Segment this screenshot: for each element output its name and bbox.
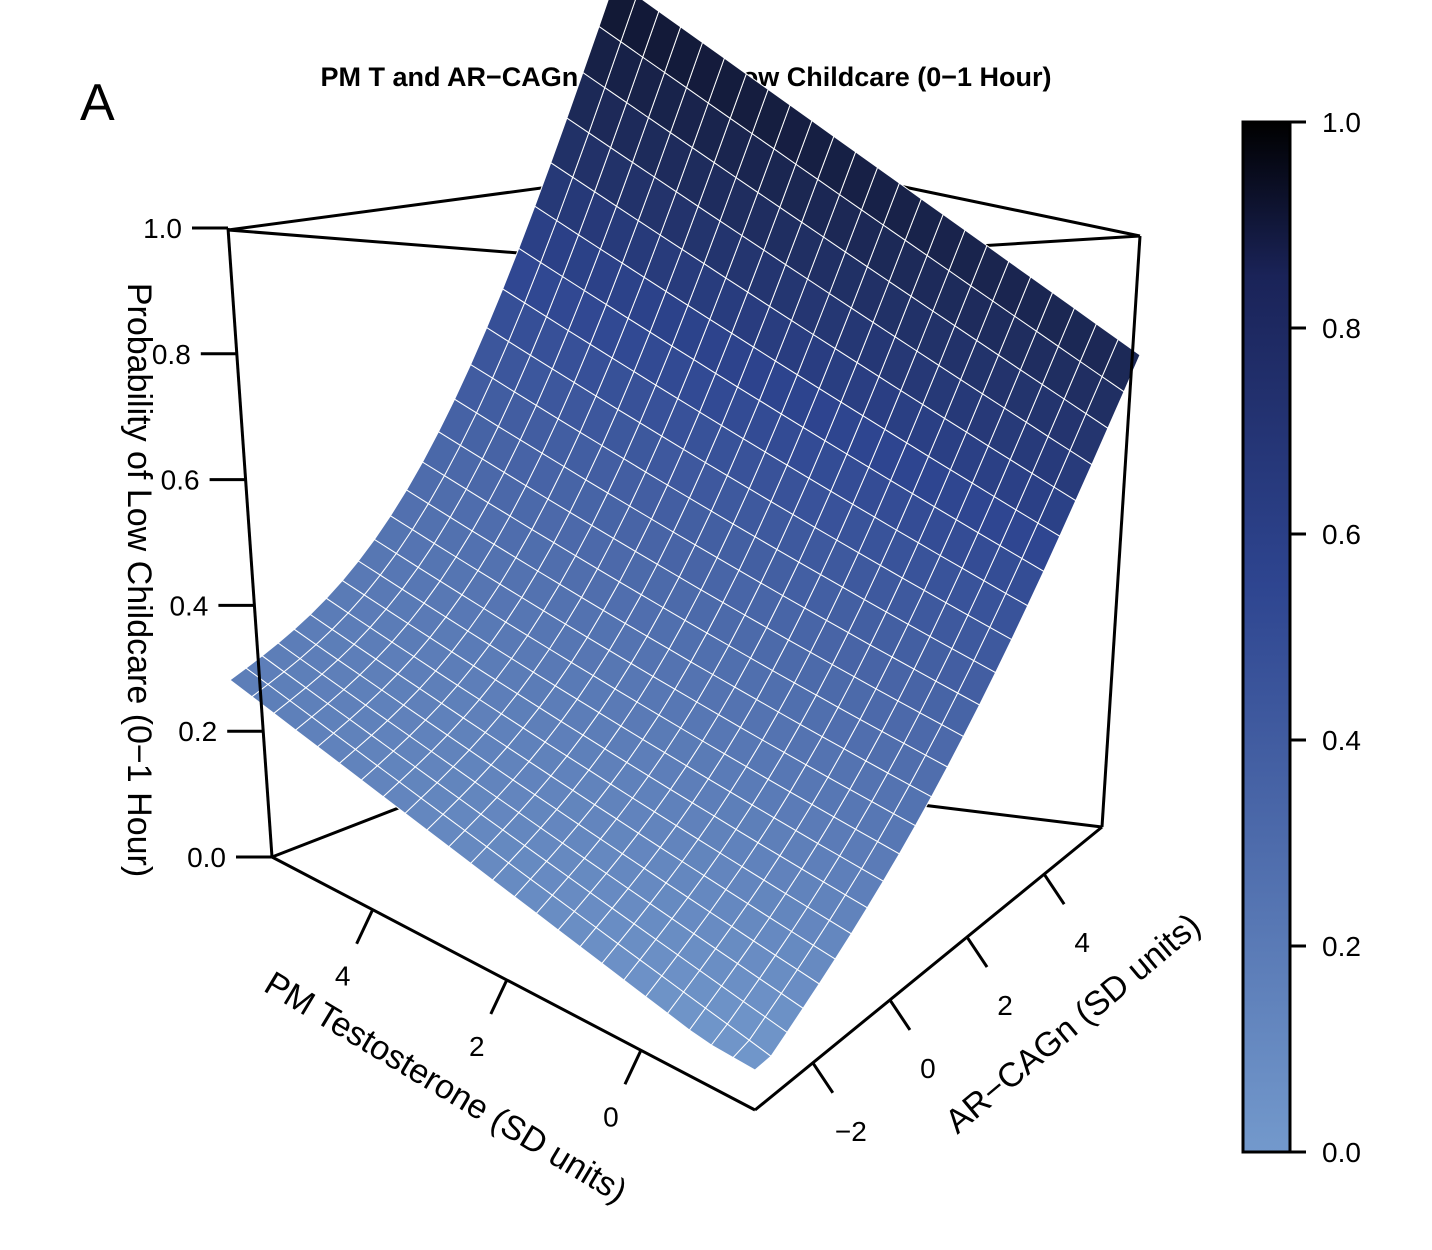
x-tick-label: 2 xyxy=(469,1031,485,1062)
x-tick-label: 0 xyxy=(603,1101,619,1132)
y-tick-label: 4 xyxy=(1074,927,1090,958)
z-tick-label: 0.6 xyxy=(161,465,200,496)
surface-cell xyxy=(598,0,636,43)
colorbar-ticks: 0.0 0.2 0.4 0.6 0.8 1.0 xyxy=(1290,107,1361,1168)
y-axis: −2 0 2 4 xyxy=(811,873,1090,1147)
x-tick-mark xyxy=(623,1049,643,1085)
x-tick-mark xyxy=(489,979,509,1015)
z-tick-label: 0.2 xyxy=(178,716,217,747)
x-axis: 0 2 4 xyxy=(335,909,643,1132)
y-tick-mark xyxy=(965,936,989,968)
y-tick-mark xyxy=(888,999,912,1031)
z-tick-label: 0.8 xyxy=(152,339,191,370)
x-tick-mark xyxy=(355,909,374,945)
box-left-vertical xyxy=(226,227,274,858)
x-axis-label: PM Testosterone (SD units) xyxy=(258,964,633,1210)
colorbar-tick-label: 1.0 xyxy=(1322,107,1361,138)
box-right-vertical xyxy=(1100,235,1142,828)
colorbar-tick-label: 0.2 xyxy=(1322,931,1361,962)
z-axis: 0.0 0.2 0.4 0.6 0.8 1.0 xyxy=(143,213,272,873)
colorbar: 0.0 0.2 0.4 0.6 0.8 1.0 xyxy=(1241,107,1361,1168)
z-axis-label: Probability of Low Childcare (0−1 Hour) xyxy=(120,283,158,877)
colorbar-tick-label: 0.6 xyxy=(1322,519,1361,550)
y-tick-label: −2 xyxy=(835,1116,867,1147)
colorbar-tick-label: 0.4 xyxy=(1322,725,1361,756)
x-tick-label: 4 xyxy=(335,961,351,992)
box-bottom-front-left xyxy=(271,855,756,1112)
colorbar-tick-label: 0.8 xyxy=(1322,313,1361,344)
y-tick-label: 0 xyxy=(920,1053,936,1084)
colorbar-gradient xyxy=(1241,120,1292,1154)
surface-cell xyxy=(620,0,660,58)
z-tick-label: 1.0 xyxy=(143,213,182,244)
y-tick-label: 2 xyxy=(997,990,1013,1021)
colorbar-tick-label: 0.0 xyxy=(1322,1137,1361,1168)
z-tick-label: 0.0 xyxy=(187,842,226,873)
surface-cell xyxy=(229,667,269,698)
panel-label: A xyxy=(80,74,115,132)
y-axis-label: AR−CAGn (SD units) xyxy=(938,906,1208,1141)
y-tick-mark xyxy=(811,1062,835,1094)
surface-mesh xyxy=(229,0,1141,1071)
y-tick-mark xyxy=(1042,873,1066,905)
z-tick-label: 0.4 xyxy=(169,590,208,621)
